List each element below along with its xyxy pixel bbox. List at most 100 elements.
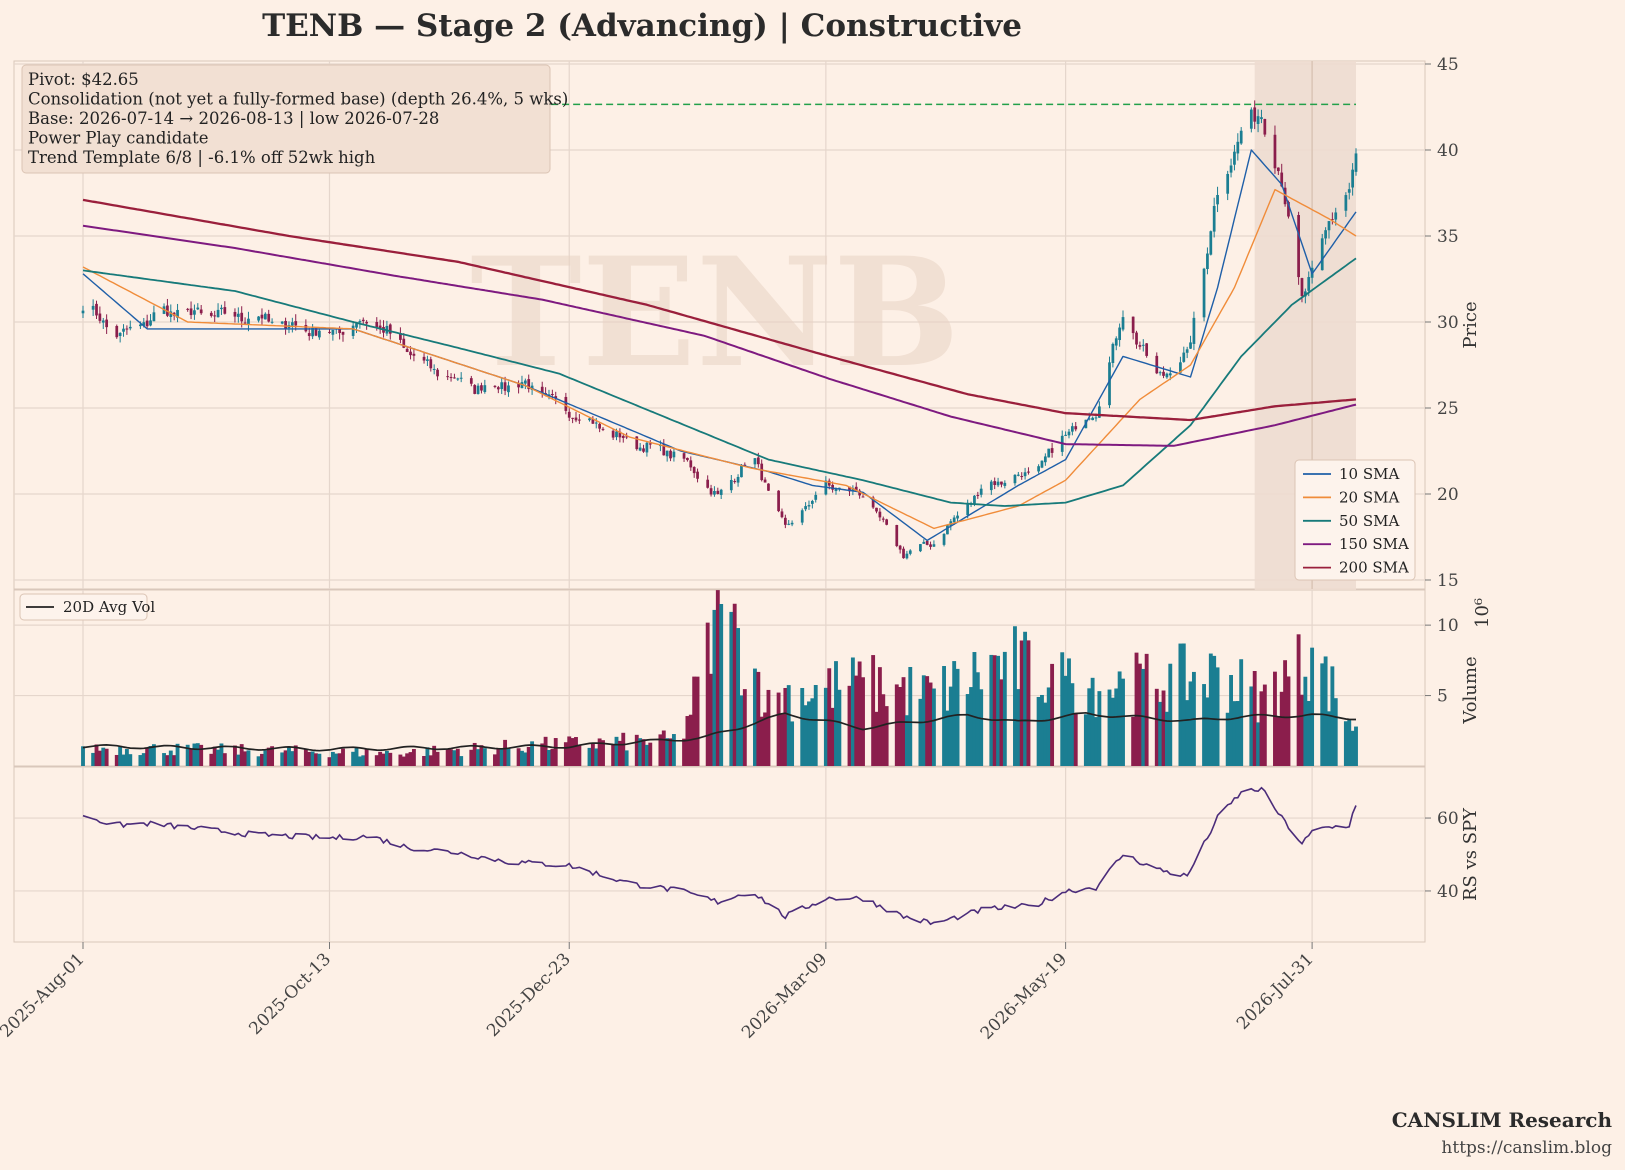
volume-bar <box>1202 684 1206 766</box>
volume-bar <box>165 755 170 766</box>
candle-body <box>118 332 122 336</box>
volume-bar <box>493 754 497 766</box>
volume-bar <box>520 750 524 766</box>
volume-bar <box>401 756 406 766</box>
candle-body <box>719 489 723 495</box>
volume-bar <box>280 752 285 766</box>
volume-bar <box>199 744 204 766</box>
volume-bar <box>209 753 214 766</box>
candle-body <box>1168 373 1172 376</box>
candle-body <box>1064 434 1067 436</box>
volume-bar <box>222 753 227 766</box>
volume-bar <box>270 746 275 766</box>
volume-bar <box>611 744 616 766</box>
candle-body <box>946 525 949 535</box>
candle-body <box>152 312 156 322</box>
volume-bar <box>283 750 288 766</box>
volume-bar <box>148 746 153 766</box>
volume-bar <box>1060 652 1065 766</box>
candle-body <box>952 517 956 523</box>
volume-bar <box>783 687 788 766</box>
candle-body <box>1050 448 1054 453</box>
candle-body <box>1239 130 1243 144</box>
candle-body <box>375 321 379 328</box>
candle-body <box>756 457 760 465</box>
volume-bar <box>1063 675 1068 766</box>
candle-body <box>753 458 757 465</box>
volume-bar <box>381 753 386 766</box>
volume-bar <box>141 753 146 766</box>
candle-body <box>743 464 747 466</box>
volume-bar <box>590 743 595 766</box>
volume-bar <box>452 750 457 766</box>
xtick-label: 2026-Jul-31 <box>1233 949 1318 1034</box>
volume-bar <box>658 734 663 766</box>
avg-volume-line <box>82 711 1356 752</box>
volume-bar <box>499 748 504 766</box>
candle-body <box>527 379 531 390</box>
volume-bar <box>364 749 369 766</box>
volume-bar <box>1310 647 1315 766</box>
price-ytick-label: 30 <box>1437 313 1459 333</box>
candle-body <box>807 505 811 507</box>
volume-bar <box>236 754 241 766</box>
volume-bar <box>94 744 99 766</box>
candle-body <box>665 450 669 457</box>
volume-bar <box>597 738 602 766</box>
volume-bar <box>1023 631 1028 766</box>
candle-body <box>1135 332 1138 345</box>
candle-body <box>213 315 217 317</box>
volume-bar <box>996 655 1001 766</box>
volume-bar <box>1114 688 1119 766</box>
volume-bar <box>668 738 673 766</box>
volume-axis-label: Volume <box>1460 656 1481 724</box>
volume-bar <box>1073 712 1078 766</box>
candle-body <box>1233 151 1236 165</box>
volume-bar <box>719 604 724 766</box>
candle-body <box>692 467 696 474</box>
volume-bar <box>449 749 453 766</box>
candle-body <box>402 338 406 348</box>
candle-body <box>618 431 622 438</box>
candle-body <box>1226 173 1230 194</box>
brand-url: https://canslim.blog <box>1441 1138 1612 1158</box>
candle-body <box>459 377 463 379</box>
candle-body <box>1212 205 1216 232</box>
watermark: TENB <box>470 225 960 401</box>
volume-bar <box>712 609 717 766</box>
volume-bar <box>1144 653 1149 766</box>
candle-body <box>831 484 834 490</box>
volume-bar <box>921 675 926 766</box>
candle-body <box>304 325 308 332</box>
volume-bar <box>425 747 430 766</box>
volume-bar <box>1276 716 1281 766</box>
candle-body <box>858 490 861 496</box>
candle-body <box>507 385 510 393</box>
candle-body <box>453 377 456 379</box>
volume-bar <box>641 739 646 766</box>
candle-body <box>662 444 666 456</box>
volume-bar <box>1110 697 1115 766</box>
candle-body <box>885 519 889 525</box>
volume-bar <box>861 677 865 766</box>
candle-body <box>209 312 213 316</box>
candle-body <box>861 496 865 498</box>
candle-body <box>709 488 713 495</box>
volume-bar <box>1212 655 1217 766</box>
candle-body <box>220 307 223 310</box>
volume-bar <box>1040 694 1044 766</box>
volume-bar <box>455 748 460 766</box>
volume-bar <box>1141 668 1146 766</box>
volume-bar <box>992 655 997 766</box>
volume-bar <box>1249 686 1254 766</box>
candle-body <box>898 545 902 550</box>
candle-body <box>446 376 450 378</box>
volume-bar <box>736 628 741 766</box>
candle-body <box>790 522 794 525</box>
volume-bar <box>496 747 501 766</box>
legend-label: 10 SMA <box>1339 465 1399 483</box>
volume-bar <box>547 749 551 766</box>
candle-body <box>689 460 693 468</box>
volume-bar <box>617 740 622 766</box>
volume-bar <box>753 668 757 766</box>
